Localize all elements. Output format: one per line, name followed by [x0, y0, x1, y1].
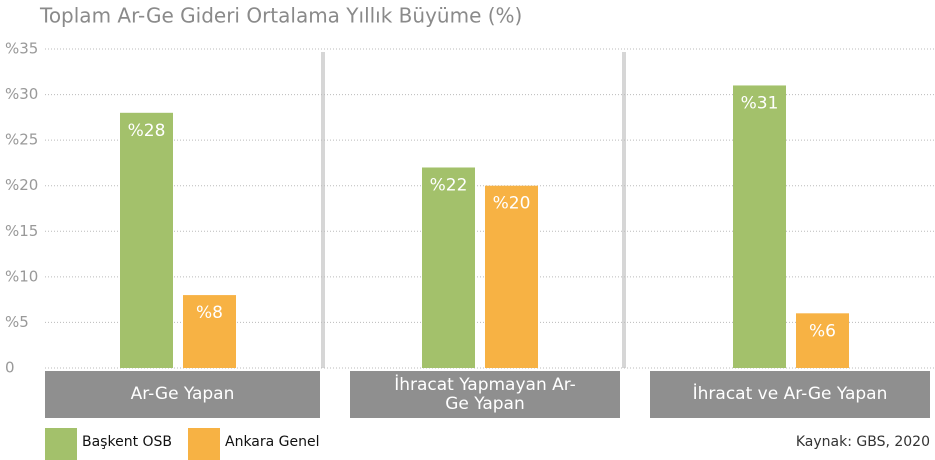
value-label: %6 — [809, 321, 836, 341]
source: Kaynak: GBS, 2020 — [796, 434, 930, 450]
legend-swatch — [188, 428, 220, 460]
y-tick-label: 0 — [5, 359, 15, 377]
y-tick-label: %30 — [5, 85, 38, 103]
chart-title: Toplam Ar-Ge Gideri Ortalama Yıllık Büyü… — [39, 4, 522, 28]
y-tick-label: %20 — [5, 176, 38, 194]
x-tick-label: Ar-Ge Yapan — [45, 371, 320, 418]
legend-swatch — [45, 428, 77, 460]
x-tick-label: İhracat Yapmayan Ar-Ge Yapan — [350, 371, 620, 418]
bar — [183, 295, 236, 368]
y-tick-label: %25 — [5, 131, 38, 149]
value-label: %22 — [430, 175, 468, 195]
bar — [796, 313, 849, 368]
bar — [733, 85, 786, 368]
y-tick-label: %5 — [5, 313, 29, 331]
value-label: %31 — [741, 93, 779, 113]
x-tick-label: İhracat ve Ar-Ge Yapan — [650, 371, 930, 418]
value-label: %28 — [128, 121, 166, 141]
bar — [485, 185, 538, 368]
bar — [422, 167, 475, 368]
bar — [120, 112, 173, 368]
y-tick-label: %15 — [5, 222, 38, 240]
value-label: %8 — [196, 303, 223, 323]
value-label: %20 — [493, 194, 531, 214]
legend-label: Başkent OSB — [82, 434, 172, 450]
y-tick-label: %10 — [5, 267, 38, 285]
legend-label: Ankara Genel — [225, 434, 320, 450]
y-tick-label: %35 — [5, 40, 38, 58]
